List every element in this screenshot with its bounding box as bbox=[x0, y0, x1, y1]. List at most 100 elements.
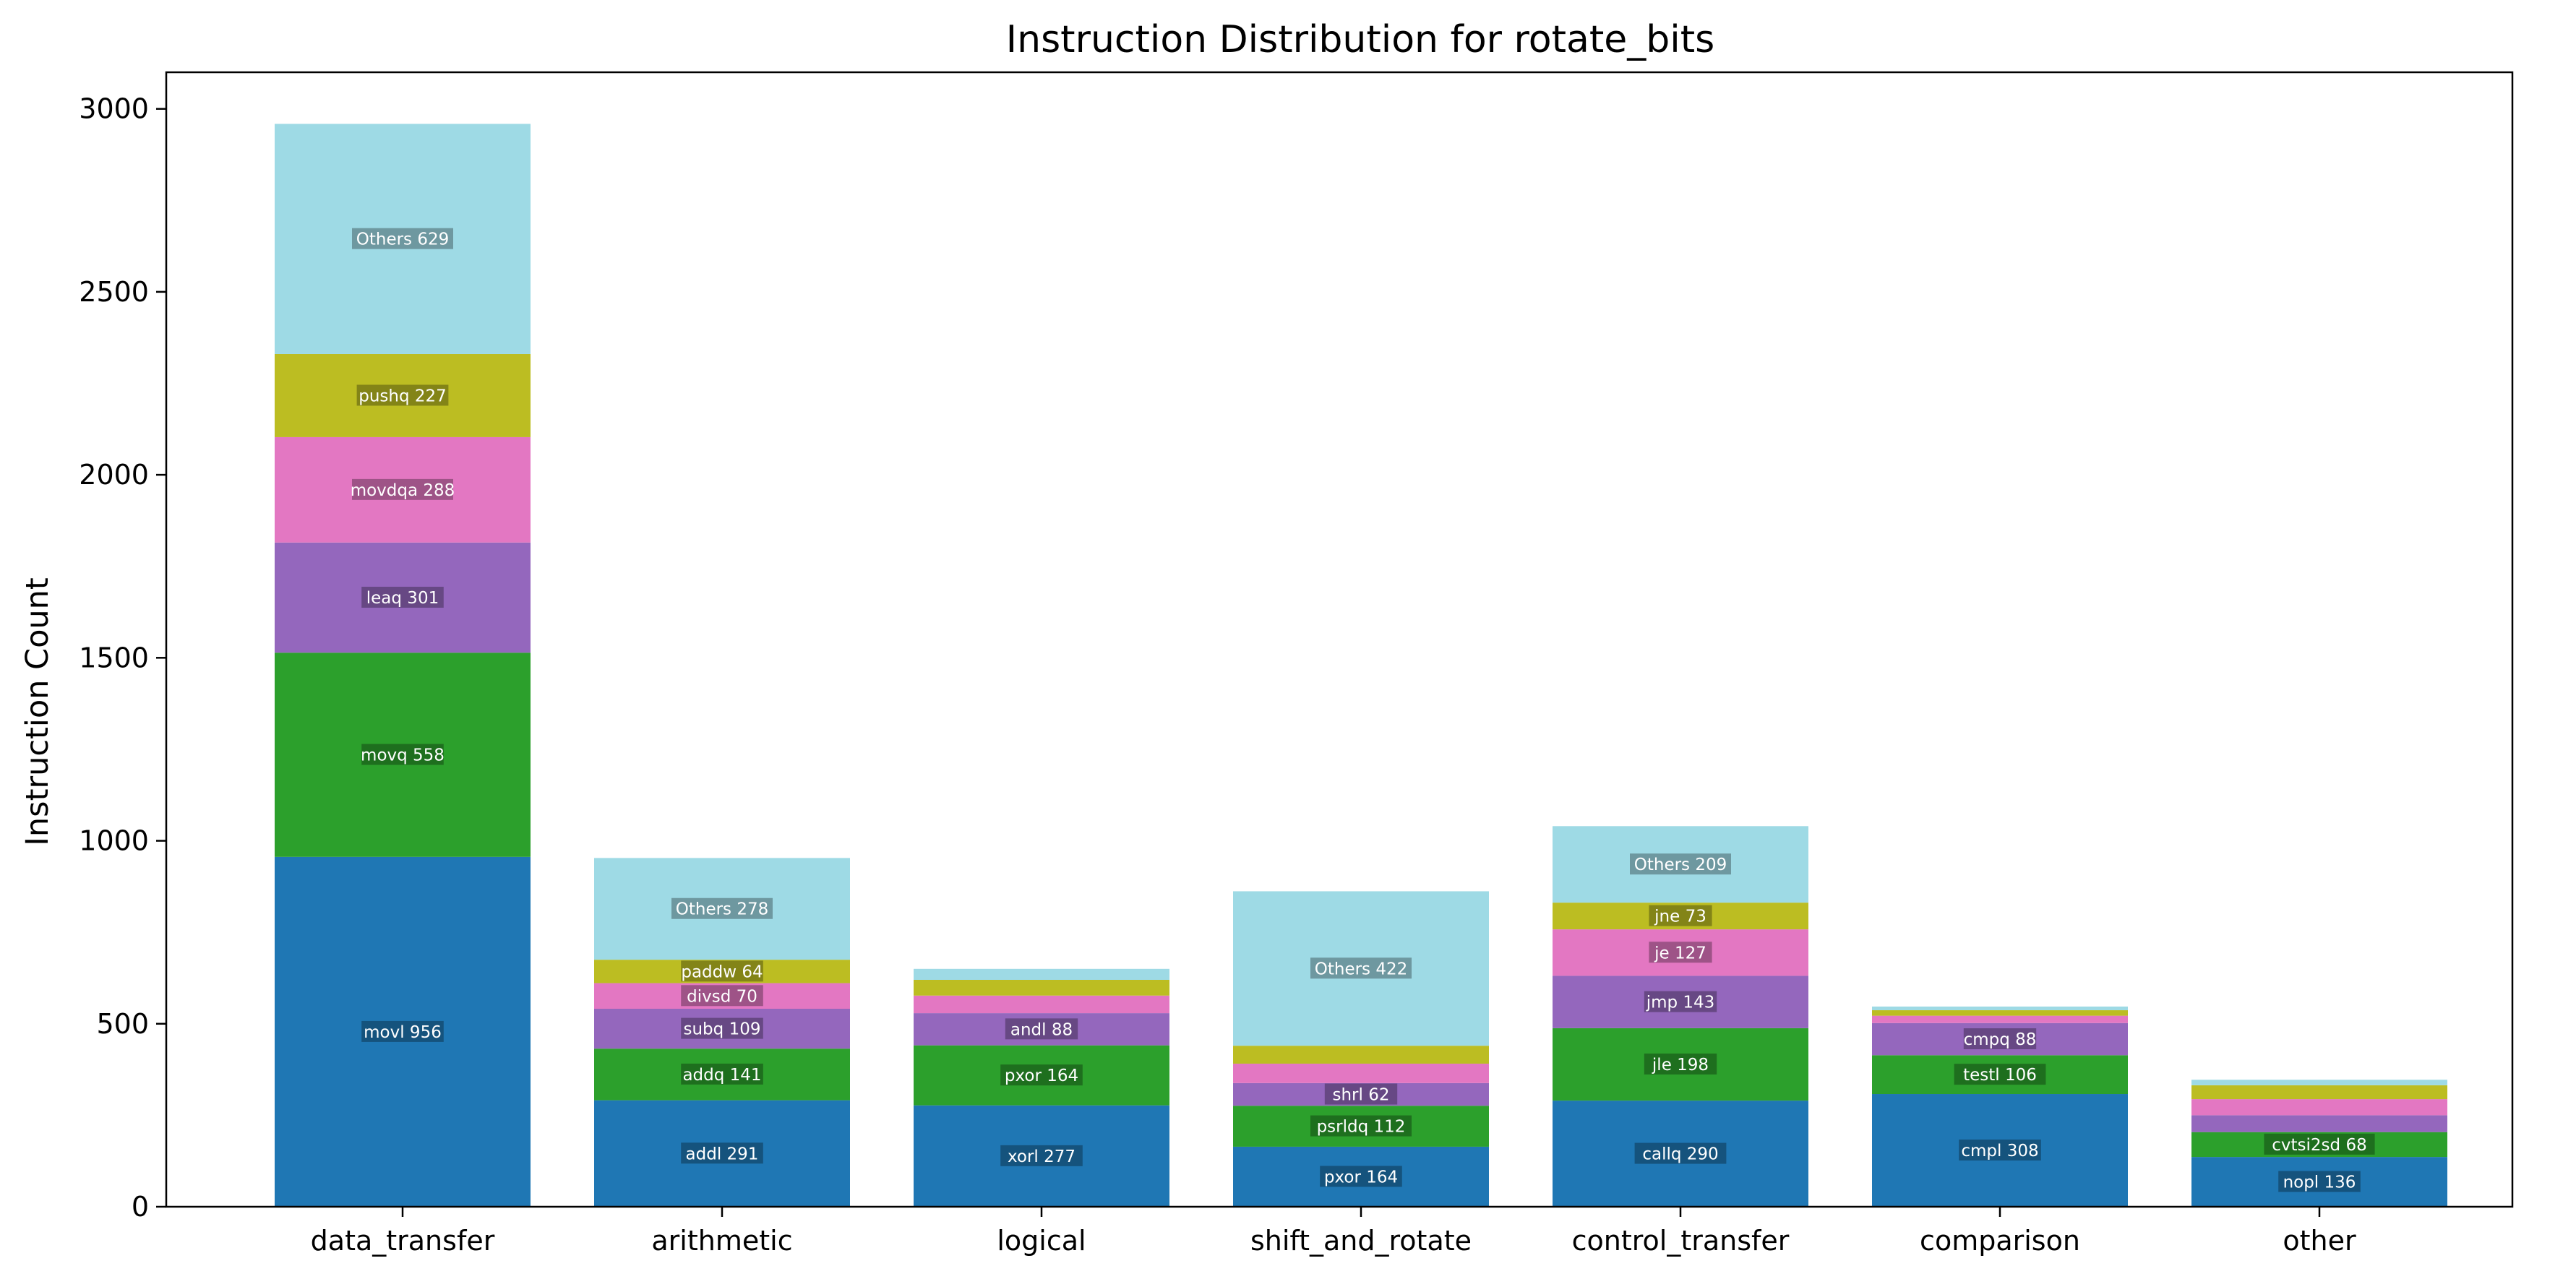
x-tick-label: logical bbox=[997, 1225, 1086, 1257]
y-tick-label: 2000 bbox=[79, 459, 149, 491]
segment-label-bg bbox=[361, 744, 444, 765]
segment-label-bg bbox=[352, 478, 453, 500]
bar-segment bbox=[914, 1013, 1169, 1046]
plot-frame bbox=[165, 71, 2514, 1208]
bar-segment bbox=[594, 1100, 850, 1207]
bar-segment bbox=[1233, 1146, 1489, 1207]
segment-label: testl 106 bbox=[1963, 1066, 2037, 1085]
segment-label-bg bbox=[1634, 1142, 1727, 1164]
segment-label: leaq 301 bbox=[366, 589, 439, 608]
bar-segment bbox=[594, 1048, 850, 1101]
bar-segment bbox=[914, 980, 1169, 996]
bar-segment bbox=[275, 436, 531, 543]
segment-label-bg bbox=[2278, 1171, 2361, 1192]
segment-label-bg bbox=[352, 228, 453, 249]
bar-segment bbox=[275, 653, 531, 857]
segment-label: pushq 227 bbox=[359, 387, 447, 405]
segment-label: cmpl 308 bbox=[1961, 1142, 2038, 1160]
segment-label-bg bbox=[671, 897, 773, 919]
x-tick-label: control_transfer bbox=[1572, 1225, 1790, 1257]
bar-segment bbox=[594, 858, 850, 960]
bar-segment bbox=[2191, 1157, 2447, 1207]
x-axis-ticks: data_transfer arithmetic logical shift_and_… bbox=[311, 1207, 2356, 1257]
segment-label-bg bbox=[1630, 853, 1731, 875]
bar-segment bbox=[1872, 1006, 2128, 1011]
segment-label-bg bbox=[1649, 942, 1712, 963]
bar-segment bbox=[914, 1105, 1169, 1207]
segment-label: movl 956 bbox=[364, 1023, 442, 1042]
y-tick-label: 3000 bbox=[79, 93, 149, 125]
segment-label-bg bbox=[1000, 1145, 1083, 1166]
segment-label-bg bbox=[1644, 1053, 1717, 1075]
segment-label: andl 88 bbox=[1010, 1020, 1073, 1039]
bar-segment bbox=[914, 1045, 1169, 1106]
bar-segment bbox=[1553, 826, 1808, 903]
bar-segment bbox=[275, 353, 531, 437]
segment-label-bg bbox=[681, 985, 763, 1007]
segment-label: Others 209 bbox=[1634, 856, 1727, 874]
segment-label-bg bbox=[1649, 905, 1712, 926]
x-tick-label: other bbox=[2283, 1225, 2356, 1257]
bar-segment bbox=[2191, 1085, 2447, 1100]
segment-label: addq 141 bbox=[682, 1066, 761, 1085]
bar-segment bbox=[1553, 929, 1808, 976]
segment-label: Others 422 bbox=[1315, 960, 1408, 978]
bar-segment bbox=[1233, 891, 1489, 1046]
segment-label: movq 558 bbox=[361, 746, 445, 765]
bar-segment bbox=[2191, 1115, 2447, 1132]
bar-segment bbox=[275, 856, 531, 1207]
segment-label: subq 109 bbox=[684, 1020, 761, 1039]
segment-label: pxor 164 bbox=[1324, 1168, 1398, 1187]
y-tick-label: 1500 bbox=[79, 642, 149, 673]
segment-label: pxor 164 bbox=[1005, 1067, 1078, 1085]
y-axis-label: Instruction Count bbox=[20, 577, 56, 846]
segment-label: jle 198 bbox=[1652, 1056, 1709, 1075]
bar-segment bbox=[1233, 1046, 1489, 1064]
bar-segment bbox=[1233, 1063, 1489, 1083]
segment-label: addl 291 bbox=[686, 1145, 759, 1163]
bar-segment bbox=[2191, 1099, 2447, 1116]
segment-label: cmpq 88 bbox=[1964, 1030, 2037, 1049]
bar-segment bbox=[594, 983, 850, 1009]
bar-segment bbox=[2191, 1080, 2447, 1085]
y-tick-label: 500 bbox=[96, 1008, 149, 1040]
x-tick-label: data_transfer bbox=[311, 1225, 495, 1257]
bar-segment bbox=[2191, 1132, 2447, 1158]
bar-segment bbox=[1553, 1101, 1808, 1207]
segment-label-bg bbox=[1000, 1064, 1083, 1086]
bar-segment bbox=[594, 960, 850, 983]
segment-label: je 127 bbox=[1654, 944, 1706, 963]
segment-label-bg bbox=[1963, 1028, 2037, 1050]
segment-label-bg bbox=[681, 960, 763, 982]
segment-label: nopl 136 bbox=[2283, 1174, 2356, 1192]
segment-label: shrl 62 bbox=[1333, 1086, 1390, 1105]
segment-label-bg bbox=[1644, 991, 1717, 1012]
bar-segment bbox=[1872, 1094, 2128, 1207]
segment-label-bg bbox=[361, 587, 444, 608]
y-tick-label: 0 bbox=[132, 1191, 149, 1223]
segment-label: xorl 277 bbox=[1008, 1147, 1076, 1166]
segment-label: cvtsi2sd 68 bbox=[2272, 1136, 2366, 1155]
segment-label-bg bbox=[356, 384, 449, 406]
segment-label-bg bbox=[1320, 1166, 1402, 1187]
bars-layer: movl 956 movq 558 leaq 301 movdqa 288 pushq … bbox=[275, 124, 2447, 1207]
segment-label-bg bbox=[1310, 957, 1412, 979]
segment-label-bg bbox=[681, 1063, 763, 1085]
segment-label: Others 278 bbox=[676, 900, 769, 919]
segment-label-bg bbox=[2264, 1133, 2375, 1155]
y-axis-ticks: 0 500 1000 1500 2000 2500 3000 bbox=[79, 93, 166, 1223]
y-tick-label: 1000 bbox=[79, 825, 149, 857]
bar-segment bbox=[914, 968, 1169, 980]
segment-label-bg bbox=[361, 1020, 444, 1042]
bar-segment bbox=[1553, 976, 1808, 1028]
x-tick-label: arithmetic bbox=[651, 1225, 792, 1257]
segment-label: paddw 64 bbox=[681, 963, 763, 981]
segment-label-bg bbox=[1310, 1115, 1412, 1137]
x-tick-label: shift_and_rotate bbox=[1250, 1225, 1472, 1257]
segment-label: movdqa 288 bbox=[351, 481, 455, 500]
bar-segment bbox=[1553, 1028, 1808, 1101]
bar-segment bbox=[1233, 1106, 1489, 1147]
bar-segment bbox=[1872, 1055, 2128, 1095]
bar-segment bbox=[1872, 1022, 2128, 1056]
